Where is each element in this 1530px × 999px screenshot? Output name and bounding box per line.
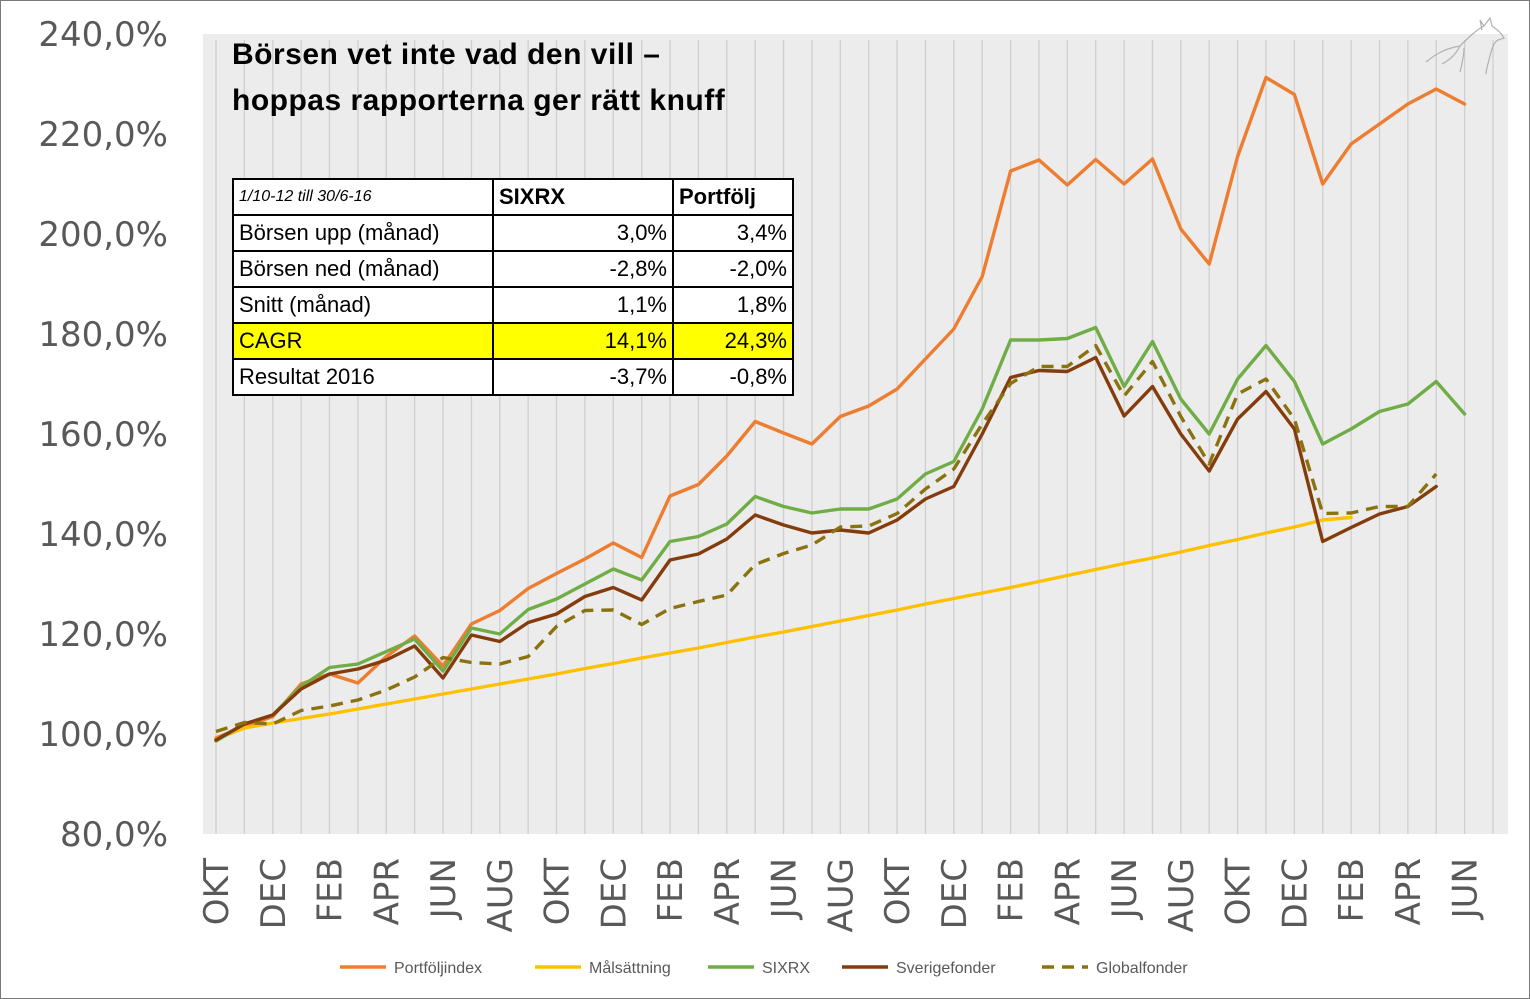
table-header-cell: 1/10-12 till 30/6-16 [232,178,494,216]
table-cell: -2,0% [672,250,794,288]
table-cell: Börsen upp (månad) [232,214,494,252]
table-cell: -0,8% [672,358,794,396]
table-cell: Snitt (månad) [232,286,494,324]
table-cell: 3,0% [492,214,674,252]
legend-label: Sverigefonder [896,960,996,977]
x-tick-label: DEC [254,858,294,929]
x-tick-label: APR [1048,858,1088,925]
x-tick-label: JUN [1446,858,1486,920]
drop-lines [215,40,1494,834]
table-cell: CAGR [232,322,494,360]
plot-area [203,34,1508,834]
x-tick-label: APR [1389,858,1429,925]
x-tick-label: FEB [651,858,691,922]
title-line-2: hoppas rapporterna ger rätt knuff [232,84,726,117]
series-line-sixrx [214,325,1467,743]
x-tick-label: OKT [197,858,237,925]
legend-label: Målsättning [589,959,671,977]
x-tick-label: APR [367,858,407,925]
table-cell: Börsen ned (månad) [232,250,494,288]
x-tick-label: FEB [992,858,1032,922]
table-cell: 1,1% [492,286,674,324]
y-tick-label: 100,0% [38,715,168,755]
x-tick-label: JUN [765,858,805,920]
x-tick-label: JUN [424,858,464,920]
y-tick-label: 160,0% [38,415,168,455]
x-tick-label: DEC [1275,858,1315,929]
title-line-1: Börsen vet inte vad den vill – [232,38,660,71]
x-axis: OKT DEC FEB APR JUN AUG OKT DEC FEB APR JUN AUG OKT D… [197,858,1486,933]
y-tick-label: 80,0% [60,815,168,855]
y-axis: 80,0% 100,0% 120,0% 140,0% 160,0% 180,0% 200,0… [38,15,168,855]
x-tick-label: AUG [1162,858,1202,933]
y-tick-label: 140,0% [38,515,168,555]
stats-table: 1/10-12 till 30/6-16 SIXRX Portfölj Börsen … [232,178,794,396]
x-tick-label: DEC [935,858,975,929]
x-tick-label: AUG [821,858,861,933]
table-cell: 24,3% [672,322,794,360]
table-row: CAGR 14,1% 24,3% [232,322,794,360]
series-line-sverigefonder [214,355,1438,742]
legend-label: Portföljindex [394,960,482,977]
wolf-logo-icon [1425,16,1505,75]
x-tick-label: FEB [311,858,351,922]
table-cell: -3,7% [492,358,674,396]
table-header-row: 1/10-12 till 30/6-16 SIXRX Portfölj [232,178,794,216]
table-row: Snitt (månad) 1,1% 1,8% [232,286,794,324]
x-tick-label: FEB [1332,858,1372,922]
series-lines [214,75,1467,743]
x-tick-label: JUN [1105,858,1145,920]
table-header-cell: SIXRX [492,178,674,216]
table-cell: 14,1% [492,322,674,360]
series-line-målsättning [214,515,1353,741]
series-line-portföljindex [214,75,1467,740]
table-cell: -2,8% [492,250,674,288]
x-tick-label: OKT [538,858,578,925]
table-row: Börsen upp (månad) 3,0% 3,4% [232,214,794,252]
table-cell: 1,8% [672,286,794,324]
legend: Portföljindex Målsättning SIXRX Sverigefond… [340,959,1188,977]
legend-label: Globalfonder [1096,960,1188,977]
y-tick-label: 200,0% [38,215,168,255]
legend-label: SIXRX [762,960,810,977]
x-tick-label: AUG [481,858,521,933]
table-cell: Resultat 2016 [232,358,494,396]
x-tick-label: OKT [1219,858,1259,925]
table-cell: 3,4% [672,214,794,252]
y-tick-label: 240,0% [38,15,168,55]
y-tick-label: 120,0% [38,615,168,655]
series-line-globalfonder [215,343,1438,734]
x-tick-label: DEC [594,858,634,929]
table-row: Börsen ned (månad) -2,8% -2,0% [232,250,794,288]
table-row: Resultat 2016 -3,7% -0,8% [232,358,794,396]
y-tick-label: 180,0% [38,315,168,355]
table-header-cell: Portfölj [672,178,794,216]
x-tick-label: APR [708,858,748,925]
chart-title: Börsen vet inte vad den vill – hoppas ra… [232,38,726,117]
y-tick-label: 220,0% [38,115,168,155]
x-tick-label: OKT [878,858,918,925]
